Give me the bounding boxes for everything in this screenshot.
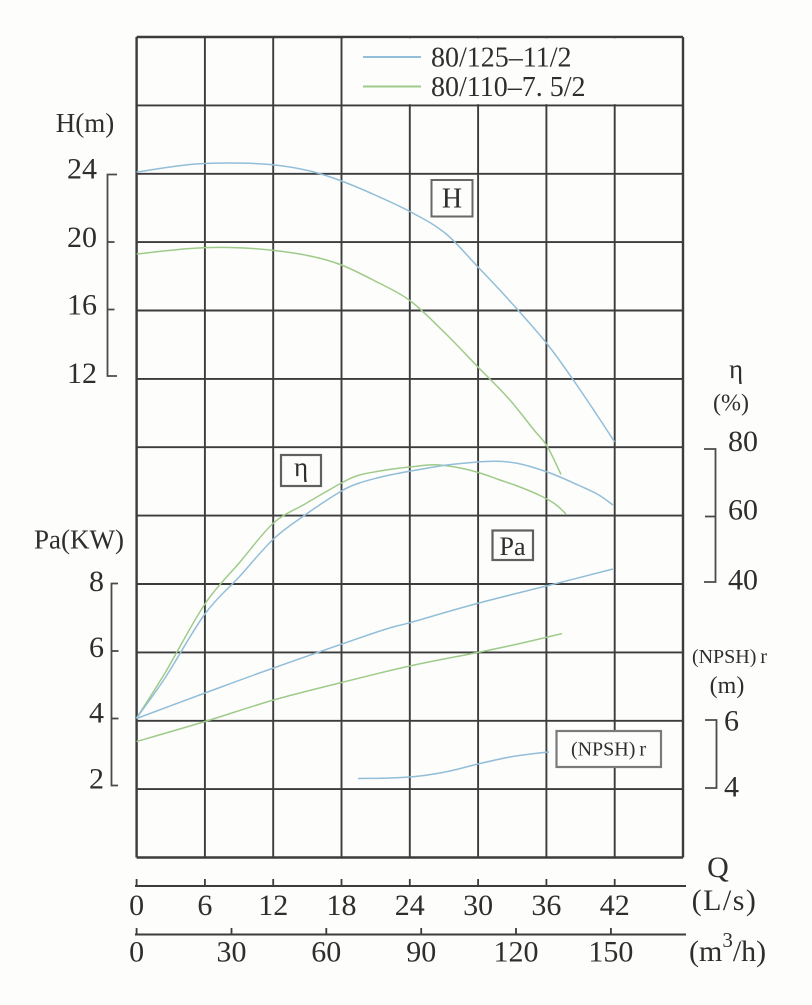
svg-text:Pa: Pa xyxy=(500,532,526,561)
svg-text:120: 120 xyxy=(494,936,539,969)
svg-text:0: 0 xyxy=(129,889,144,922)
svg-text:80: 80 xyxy=(728,425,758,458)
svg-text:16: 16 xyxy=(67,289,97,322)
svg-text:36: 36 xyxy=(531,889,561,922)
svg-text:Q: Q xyxy=(707,851,729,884)
svg-text:(NPSH) r: (NPSH) r xyxy=(692,646,767,668)
svg-text:12: 12 xyxy=(258,889,288,922)
svg-text:Pa(KW): Pa(KW) xyxy=(34,525,124,555)
svg-text:η: η xyxy=(729,354,743,384)
svg-text:12: 12 xyxy=(67,357,97,390)
svg-text:24: 24 xyxy=(395,889,425,922)
svg-text:90: 90 xyxy=(406,936,436,969)
svg-text:24: 24 xyxy=(67,153,97,186)
svg-text:H: H xyxy=(442,184,462,215)
svg-text:6: 6 xyxy=(89,631,104,664)
svg-text:(m): (m) xyxy=(710,673,745,699)
svg-text:η: η xyxy=(294,452,308,482)
svg-text:42: 42 xyxy=(600,889,630,922)
svg-text:4: 4 xyxy=(89,697,104,730)
svg-text:8: 8 xyxy=(89,565,104,598)
svg-text:(NPSH) r: (NPSH) r xyxy=(571,739,646,761)
svg-text:2: 2 xyxy=(89,763,104,796)
svg-text:60: 60 xyxy=(311,936,341,969)
svg-text:80/125–11/2: 80/125–11/2 xyxy=(431,43,572,74)
svg-text:150: 150 xyxy=(588,936,633,969)
svg-text:18: 18 xyxy=(327,889,357,922)
svg-text:6: 6 xyxy=(197,889,212,922)
svg-text:0: 0 xyxy=(129,936,144,969)
svg-text:40: 40 xyxy=(728,564,758,597)
svg-text:4: 4 xyxy=(724,771,739,804)
svg-text:H(m): H(m) xyxy=(56,108,114,138)
svg-text:(m3/h): (m3/h) xyxy=(689,928,766,968)
svg-text:6: 6 xyxy=(724,705,739,738)
svg-text:30: 30 xyxy=(463,889,493,922)
svg-text:30: 30 xyxy=(217,936,247,969)
svg-text:20: 20 xyxy=(67,221,97,254)
svg-text:80/110–7. 5/2: 80/110–7. 5/2 xyxy=(431,72,586,103)
svg-text:60: 60 xyxy=(728,494,758,527)
svg-text:(%): (%) xyxy=(713,391,749,417)
svg-text:(L/s): (L/s) xyxy=(692,884,758,917)
